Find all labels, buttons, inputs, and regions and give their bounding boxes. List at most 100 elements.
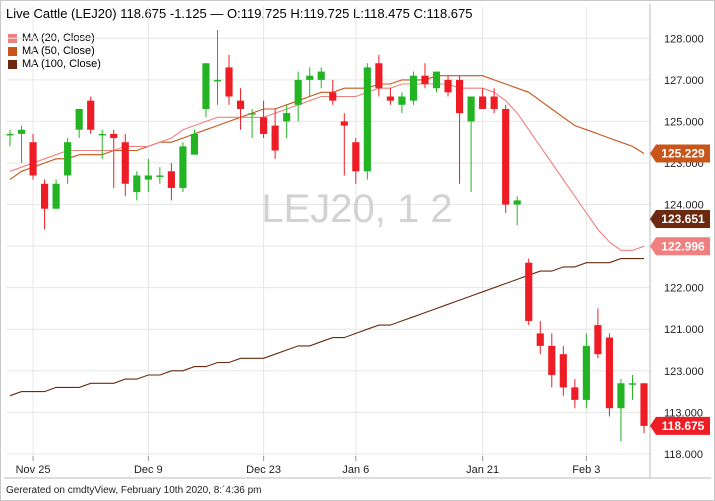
price-tag-bg (650, 144, 710, 163)
price-tags: 125.229 123.651 122.996 118.675 (650, 144, 710, 435)
candle-body (52, 183, 60, 209)
y-tick-label: 123.000 (664, 366, 704, 378)
candle-body (17, 129, 26, 134)
price-tag-bg (650, 237, 710, 256)
y-tick-label: 127.000 (664, 75, 704, 87)
legend-label-ma100: MA (100, Close) (22, 58, 101, 70)
candle-body (502, 108, 510, 205)
legend-item-ma50[interactable]: MA (50, Close) (8, 45, 101, 58)
grid (4, 4, 711, 479)
candle-body (202, 63, 210, 109)
candle-body (444, 79, 452, 93)
candle-body (179, 146, 187, 188)
candle-body (375, 63, 383, 89)
candle-body (340, 121, 348, 126)
candle-body (260, 117, 268, 134)
x-tick-label: Jan 21 (466, 464, 499, 476)
legend-swatch-ma50 (8, 47, 17, 56)
y-axis: 128.000 127.000 125.000 123.000 124.000 122.9… (664, 33, 704, 461)
candle-body (75, 108, 83, 130)
candle-body (421, 75, 429, 85)
candle-body (582, 345, 590, 400)
candle-body (167, 171, 175, 188)
candle-body (317, 71, 325, 80)
price-tag-label: 118.675 (662, 419, 705, 433)
candle-body (236, 100, 245, 109)
candle-body (455, 79, 464, 114)
price-tag-label: 122.996 (661, 239, 705, 253)
candle-body (306, 75, 314, 80)
footer-note: Gererated on cmdtyView, February 10th 20… (6, 485, 262, 496)
candle-body (110, 133, 118, 139)
y-tick-label: 122.000 (664, 283, 704, 295)
price-tag-bg (650, 210, 710, 229)
y-tick-label: 128.000 (664, 33, 704, 45)
candle-body (64, 142, 72, 176)
price-tag: 122.996 (650, 237, 710, 256)
candle-body (617, 383, 625, 409)
candle-body (467, 96, 475, 122)
last-price: 118.675 (120, 6, 167, 21)
ma50-line (9, 75, 645, 181)
candle-body (283, 113, 291, 122)
candle-body (548, 345, 556, 375)
price-tag: 125.229 (650, 144, 710, 163)
y-tick-label: 124.000 (664, 200, 704, 212)
price-tag-label: 123.651 (661, 212, 705, 226)
candle-body (225, 67, 233, 97)
candles (6, 30, 648, 442)
y-tick-label: 121.000 (664, 324, 704, 336)
watermark: LEJ20, 1 2 (261, 187, 452, 231)
candle-body (248, 113, 256, 115)
candle-body (605, 337, 613, 409)
candle-body (144, 175, 152, 180)
moving-averages (9, 75, 645, 397)
candle-body (29, 142, 37, 176)
candle-body (386, 96, 394, 101)
candle-body (6, 133, 14, 136)
chart-header: Live Cattle (LEJ20) 118.675 -1.125 — O:1… (6, 6, 473, 21)
candle-body (640, 383, 648, 426)
candle-body (98, 133, 106, 136)
candle-body (490, 96, 498, 109)
candle-body (121, 142, 129, 184)
x-axis: Nov 25 Dec 9 Dec 23 Jan 6 Jan 21 Feb 3 (16, 456, 600, 476)
legend-swatch-ma100 (8, 60, 17, 69)
instrument-name: Live Cattle (6, 6, 68, 21)
candle-body (432, 71, 441, 89)
x-tick-label: Jan 6 (342, 464, 369, 476)
price-tag: 118.675 (650, 416, 710, 435)
x-tick-label: Dec 23 (246, 464, 281, 476)
y-tick-label: 113.000 (664, 407, 703, 419)
price-tag: 123.651 (650, 210, 710, 229)
candle-body (594, 325, 602, 355)
candle-body (571, 387, 579, 400)
candle-body (363, 67, 371, 172)
x-tick-label: Nov 25 (16, 464, 51, 476)
candle-body (352, 142, 360, 172)
candle-body (479, 96, 487, 109)
price-tag-label: 125.229 (661, 146, 705, 160)
candle-body (87, 100, 95, 130)
candle-body (409, 75, 418, 101)
ohlc-readout: O:119.725 H:119.725 L:118.475 C:118.675 (226, 6, 473, 21)
candle-body (156, 175, 164, 177)
separator-dash: — (210, 6, 224, 21)
candle-body (536, 333, 544, 346)
x-tick-label: Dec 9 (134, 464, 163, 476)
legend-item-ma100[interactable]: MA (100, Close) (8, 58, 101, 71)
candle-body (398, 96, 406, 105)
candle-body (213, 79, 222, 82)
candle-body (628, 383, 637, 385)
y-tick-label: 125.000 (664, 116, 704, 128)
price-change: -1.125 (169, 6, 207, 21)
candle-body (513, 200, 521, 205)
ma20-line (9, 83, 645, 251)
candle-body (294, 79, 302, 105)
y-tick-label: 118.000 (664, 449, 703, 461)
candle-body (329, 92, 337, 101)
candle-body (133, 175, 141, 193)
instrument-symbol: (LEJ20) (71, 6, 117, 21)
